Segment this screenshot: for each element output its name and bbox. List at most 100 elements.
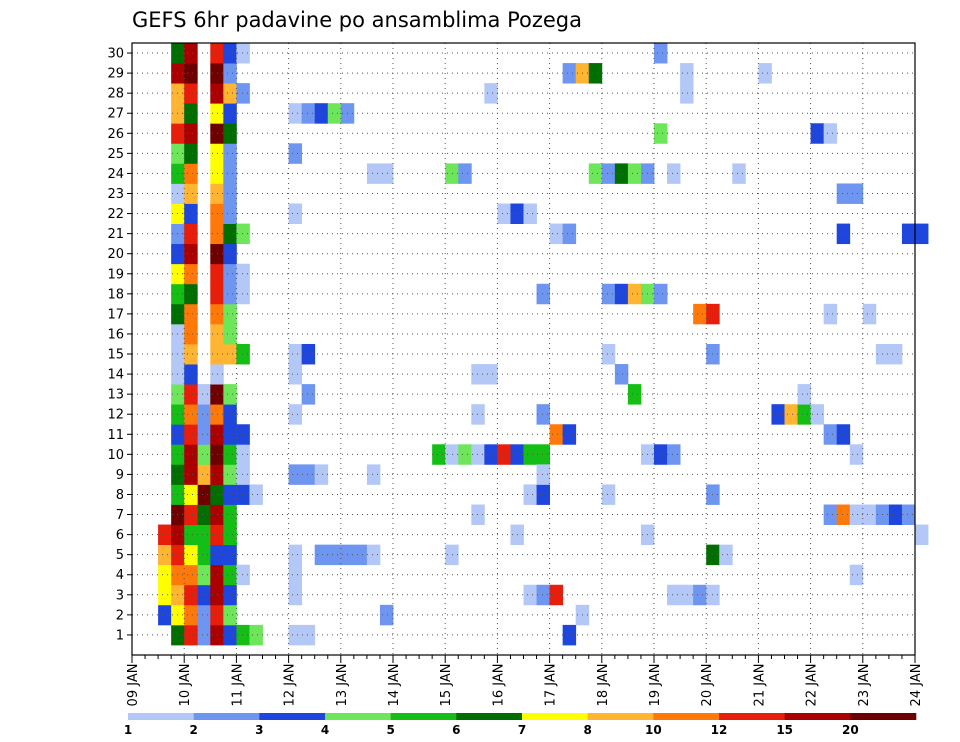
heatmap-cell <box>223 83 237 104</box>
heatmap-cell <box>301 343 316 365</box>
heatmap-cell <box>823 123 838 144</box>
heatmap-cell <box>223 223 237 245</box>
y-tick-label: 4 <box>116 568 124 583</box>
heatmap-cell <box>223 183 237 204</box>
heatmap-cell <box>458 444 472 465</box>
colorbar-swatch <box>325 713 391 720</box>
heatmap-cell <box>497 444 511 465</box>
heatmap-cell <box>197 604 211 626</box>
y-tick-label: 27 <box>107 107 124 122</box>
x-tick-label: 22 JAN <box>805 664 820 707</box>
heatmap-cell <box>223 263 237 285</box>
heatmap-cell <box>784 404 798 425</box>
heatmap-cell <box>236 263 250 285</box>
y-tick-label: 11 <box>107 428 124 443</box>
heatmap-cell <box>301 103 316 124</box>
heatmap-cell <box>223 464 237 485</box>
colorbar-swatch <box>390 713 457 720</box>
heatmap-cell <box>314 544 329 566</box>
x-tick-label: 10 JAN <box>178 664 193 707</box>
heatmap-cell <box>327 103 342 124</box>
heatmap-cell <box>223 384 237 405</box>
heatmap-cell <box>654 283 668 305</box>
heatmap-cell <box>849 504 864 525</box>
heatmap-cell <box>536 404 550 425</box>
heatmap-cell <box>223 143 237 164</box>
heatmap-cell <box>197 484 211 505</box>
heatmap-cell <box>445 163 459 184</box>
heatmap-cell <box>836 223 851 245</box>
heatmap-cell <box>523 203 537 224</box>
heatmap-cell <box>915 223 929 245</box>
heatmap-cell <box>654 123 668 144</box>
heatmap-cell <box>184 343 198 365</box>
heatmap-cell <box>797 404 811 425</box>
heatmap-cell <box>849 564 864 586</box>
heatmap-cell <box>236 484 250 505</box>
y-tick-label: 18 <box>107 287 124 302</box>
heatmap-cell <box>823 504 838 525</box>
heatmap-cell <box>562 424 577 445</box>
heatmap-cell <box>667 584 681 606</box>
heatmap-cell <box>223 544 237 566</box>
heatmap-cell <box>353 544 368 566</box>
heatmap-cell <box>366 163 381 184</box>
heatmap-cell <box>223 243 237 265</box>
heatmap-cell <box>771 404 785 425</box>
y-tick-label: 5 <box>116 548 124 563</box>
y-tick-label: 29 <box>107 67 124 82</box>
heatmap-cell <box>523 484 537 505</box>
colorbar-swatch <box>522 713 588 720</box>
x-tick-label: 18 JAN <box>596 664 611 707</box>
heatmap-cell <box>223 323 237 345</box>
grid-lines <box>132 43 915 655</box>
heatmap-cell <box>667 444 681 465</box>
y-tick-label: 16 <box>107 327 124 342</box>
heatmap-cell <box>184 484 198 505</box>
x-tick-label: 24 JAN <box>909 664 924 707</box>
heatmap-cell <box>614 163 629 184</box>
heatmap-cell <box>549 424 564 445</box>
heatmap-cell <box>223 444 237 465</box>
chart-title: GEFS 6hr padavine po ansamblima Pozega <box>132 8 582 32</box>
colorbar-swatch <box>193 713 260 720</box>
heatmap-cell <box>719 544 733 566</box>
colorbar-label: 6 <box>452 723 460 737</box>
heatmap-cell <box>549 584 564 606</box>
y-tick-label: 10 <box>107 448 124 463</box>
y-tick-label: 25 <box>107 147 124 162</box>
heatmap-cell <box>366 544 381 566</box>
heatmap-cell <box>562 63 577 84</box>
x-tick-label: 17 JAN <box>544 664 559 707</box>
colorbar-swatch <box>850 713 917 720</box>
heatmap-cell <box>523 444 537 465</box>
heatmap-cell <box>184 604 198 626</box>
heatmap-cell <box>236 444 250 465</box>
heatmap-cell <box>288 203 303 224</box>
heatmap-cell <box>797 384 811 405</box>
heatmap-cell <box>197 584 211 606</box>
heatmap-cell <box>471 404 485 425</box>
heatmap-cell <box>236 223 250 245</box>
y-tick-label: 14 <box>107 368 124 383</box>
heatmap-cell <box>823 424 838 445</box>
x-tick-label: 12 JAN <box>283 664 298 707</box>
heatmap-cell <box>184 43 198 64</box>
heatmap-cell <box>836 183 851 204</box>
heatmap-cell <box>654 43 668 64</box>
heatmap-cell <box>288 103 303 124</box>
heatmap-cell <box>236 624 250 646</box>
heatmap-cell <box>732 163 746 184</box>
heatmap-cell <box>223 343 237 365</box>
colorbar-label: 20 <box>842 723 859 737</box>
heatmap-cell <box>184 464 198 485</box>
y-tick-label: 3 <box>116 588 124 603</box>
heatmap-cell <box>223 504 237 525</box>
heatmap-cell <box>680 83 694 104</box>
heatmap-cell <box>184 283 198 305</box>
heatmap-cell <box>184 103 198 124</box>
heatmap-cell <box>445 544 459 566</box>
y-axis: 1234567891011121314151617181920212223242… <box>107 47 132 643</box>
heatmap-cell <box>523 584 537 606</box>
y-tick-label: 21 <box>107 227 124 242</box>
